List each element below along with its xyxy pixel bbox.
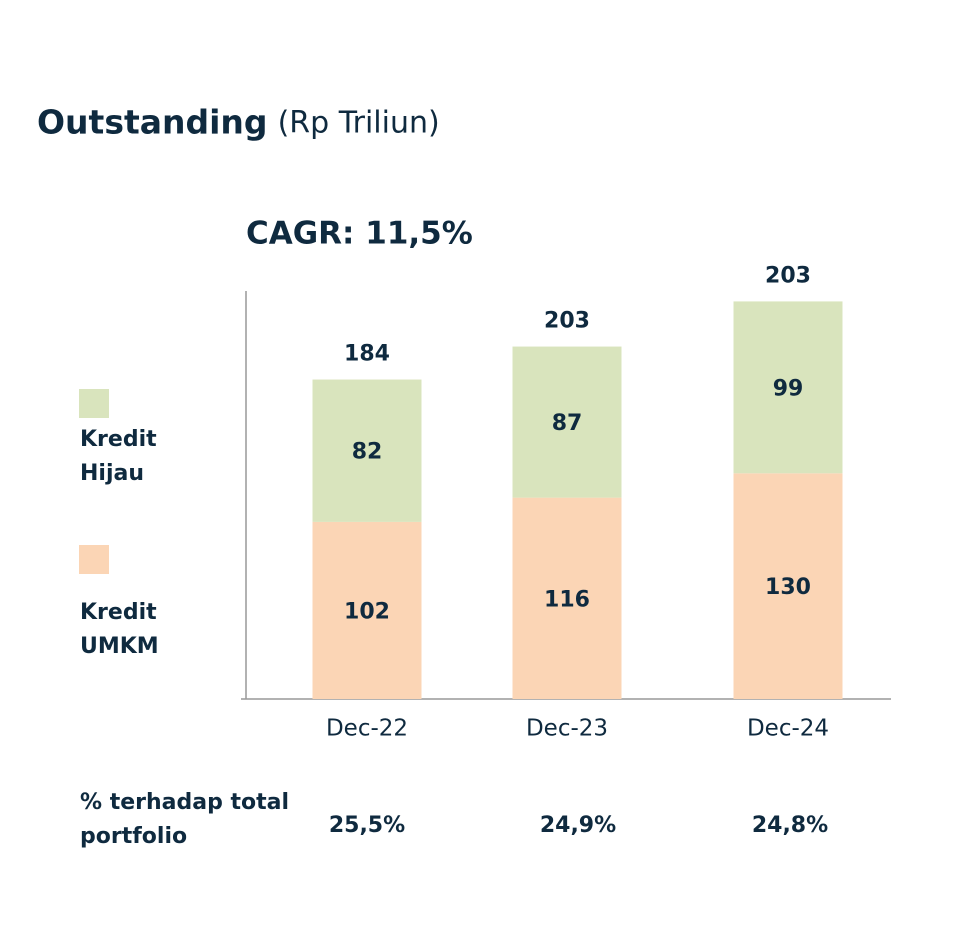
data-label: 99 (773, 376, 804, 401)
share-label: % terhadap total portfolio (80, 790, 290, 849)
share-value: 25,5% (329, 813, 405, 838)
data-label: 87 (552, 411, 583, 436)
x-tick-label: Dec-23 (526, 716, 608, 742)
bar-segment (512, 497, 622, 699)
bar-segment (312, 521, 422, 699)
bar-segment (733, 473, 843, 699)
legend-swatch (79, 545, 109, 574)
bar-segment (733, 301, 843, 474)
share-value: 24,8% (752, 813, 828, 838)
data-label: 116 (544, 587, 590, 612)
x-tick-label: Dec-24 (747, 716, 829, 742)
data-label: 130 (765, 575, 811, 600)
bar-segment (512, 346, 622, 498)
total-label: 203 (544, 309, 590, 334)
data-label: 102 (344, 599, 390, 624)
bar-segment (312, 379, 422, 522)
chart-subtitle: (Rp Triliun) (278, 106, 440, 141)
data-label: 82 (352, 440, 383, 465)
chart-title: Outstanding (37, 103, 268, 142)
x-tick-label: Dec-22 (326, 716, 408, 742)
total-label: 203 (765, 263, 811, 288)
total-label: 184 (344, 342, 390, 367)
legend-swatch (79, 389, 109, 418)
legend-label: Kredit UMKM (80, 600, 159, 659)
legend-label: Kredit Hijau (80, 427, 157, 486)
annotation: CAGR: 11,5% (246, 216, 473, 252)
share-value: 24,9% (540, 813, 616, 838)
